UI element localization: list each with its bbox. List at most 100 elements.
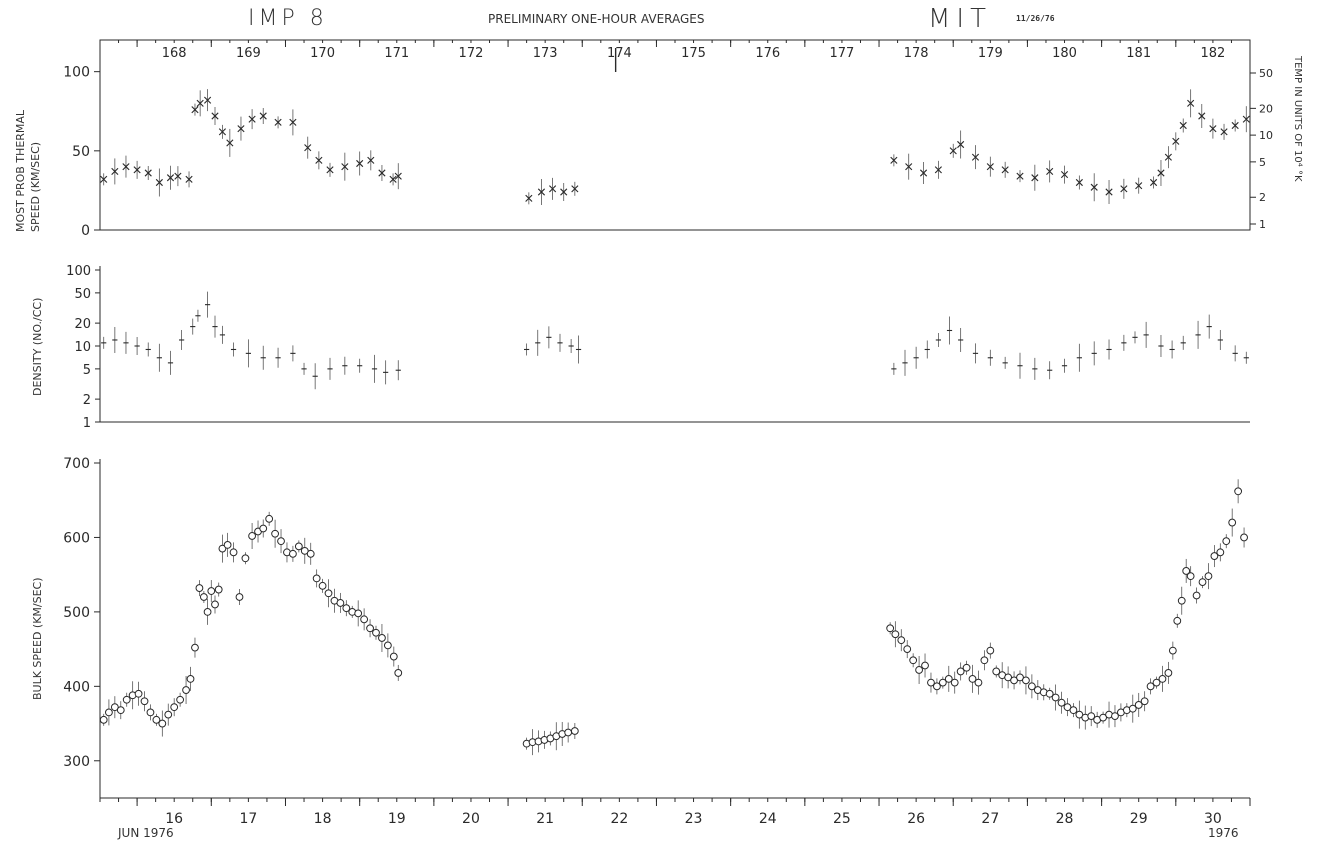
x-marker-stroke — [341, 163, 349, 171]
circle-marker — [915, 666, 923, 674]
circle-marker — [152, 715, 161, 724]
data-point — [570, 723, 579, 739]
temperature-ytick-label: 1 — [1259, 218, 1266, 231]
data-point — [1087, 706, 1096, 727]
data-point — [112, 326, 118, 353]
data-point — [122, 155, 130, 178]
data-point — [1206, 314, 1212, 339]
thermal-speed-ytick-label: 50 — [72, 144, 90, 160]
x-marker-stroke — [1060, 170, 1069, 179]
circle-marker — [354, 609, 363, 618]
bulk-speed-ytick-label: 300 — [63, 754, 90, 770]
circle-marker — [1128, 704, 1137, 713]
data-point — [245, 339, 251, 368]
data-point — [958, 327, 964, 352]
data-point — [886, 622, 895, 635]
data-point — [290, 345, 296, 362]
data-point — [571, 181, 579, 196]
data-point — [535, 329, 541, 356]
day-of-month-label: 27 — [981, 811, 999, 827]
circle-marker — [241, 554, 250, 563]
data-point — [326, 162, 334, 177]
data-point — [383, 633, 392, 658]
circle-marker — [1222, 537, 1231, 546]
data-point — [164, 703, 173, 726]
circle-marker — [1210, 552, 1219, 560]
data-point — [546, 326, 552, 349]
data-point — [211, 595, 219, 614]
day-of-year-label: 177 — [830, 46, 855, 61]
data-point — [1216, 543, 1225, 562]
data-point — [1105, 701, 1113, 728]
circle-marker — [158, 719, 167, 728]
circle-marker — [903, 645, 912, 654]
day-of-year-label: 168 — [162, 46, 187, 61]
data-point — [1061, 358, 1068, 373]
data-point — [395, 360, 401, 381]
data-point — [897, 629, 906, 652]
data-point — [1060, 165, 1069, 184]
circle-marker — [116, 706, 125, 715]
day-of-year-label: 169 — [236, 46, 261, 61]
data-point — [166, 165, 175, 190]
day-of-month-label: 22 — [610, 811, 628, 827]
data-point — [1222, 534, 1231, 549]
x-marker-stroke — [1001, 166, 1009, 174]
data-point — [378, 165, 386, 181]
circle-marker — [992, 667, 1001, 676]
data-point — [949, 143, 957, 158]
data-point — [1069, 703, 1078, 718]
data-point — [1168, 641, 1177, 660]
bulk-speed-ytick-label: 700 — [63, 456, 90, 472]
circle-marker — [140, 697, 149, 706]
circle-marker — [1177, 596, 1186, 605]
data-point — [389, 646, 398, 667]
data-point — [1187, 89, 1195, 118]
data-point — [134, 681, 143, 706]
x-marker-stroke — [1164, 153, 1172, 161]
day-of-month-label: 17 — [239, 811, 257, 827]
data-point — [1204, 563, 1213, 590]
data-point — [191, 637, 199, 658]
data-point — [195, 580, 204, 597]
data-point — [1242, 106, 1250, 133]
data-point — [1217, 329, 1223, 350]
data-point — [306, 542, 315, 565]
data-point — [1016, 170, 1024, 183]
circle-marker — [1146, 682, 1155, 691]
data-point — [152, 713, 161, 726]
data-point — [1105, 180, 1113, 204]
data-point — [1210, 545, 1219, 568]
data-point — [389, 173, 397, 186]
data-point — [1192, 587, 1201, 604]
data-point — [905, 153, 913, 180]
data-point — [294, 540, 303, 553]
data-point — [394, 163, 402, 190]
x-marker-stroke — [1220, 128, 1228, 136]
data-point — [1031, 164, 1039, 191]
data-point — [360, 608, 369, 631]
circle-marker — [360, 615, 369, 624]
data-point — [1075, 175, 1083, 190]
density-ylabel: DENSITY (NO./CC) — [31, 297, 44, 396]
data-point — [176, 692, 185, 707]
x-marker-stroke — [274, 118, 282, 126]
day-of-month-label: 16 — [165, 811, 183, 827]
circle-marker — [164, 710, 173, 719]
data-point — [146, 704, 155, 721]
circle-marker — [99, 715, 108, 724]
day-of-month-label: 21 — [536, 811, 554, 827]
data-point — [1120, 178, 1128, 199]
circle-marker — [218, 544, 227, 553]
data-point — [1111, 705, 1119, 728]
data-point — [378, 623, 386, 652]
data-point — [575, 335, 582, 364]
circle-marker — [366, 624, 374, 633]
thermal-speed-ylabel-line1: MOST PROB THERMAL — [14, 109, 27, 232]
data-point — [1075, 700, 1084, 729]
circle-marker — [1240, 533, 1248, 542]
data-point — [356, 151, 364, 176]
data-point — [144, 166, 152, 180]
circle-marker — [1164, 669, 1173, 677]
